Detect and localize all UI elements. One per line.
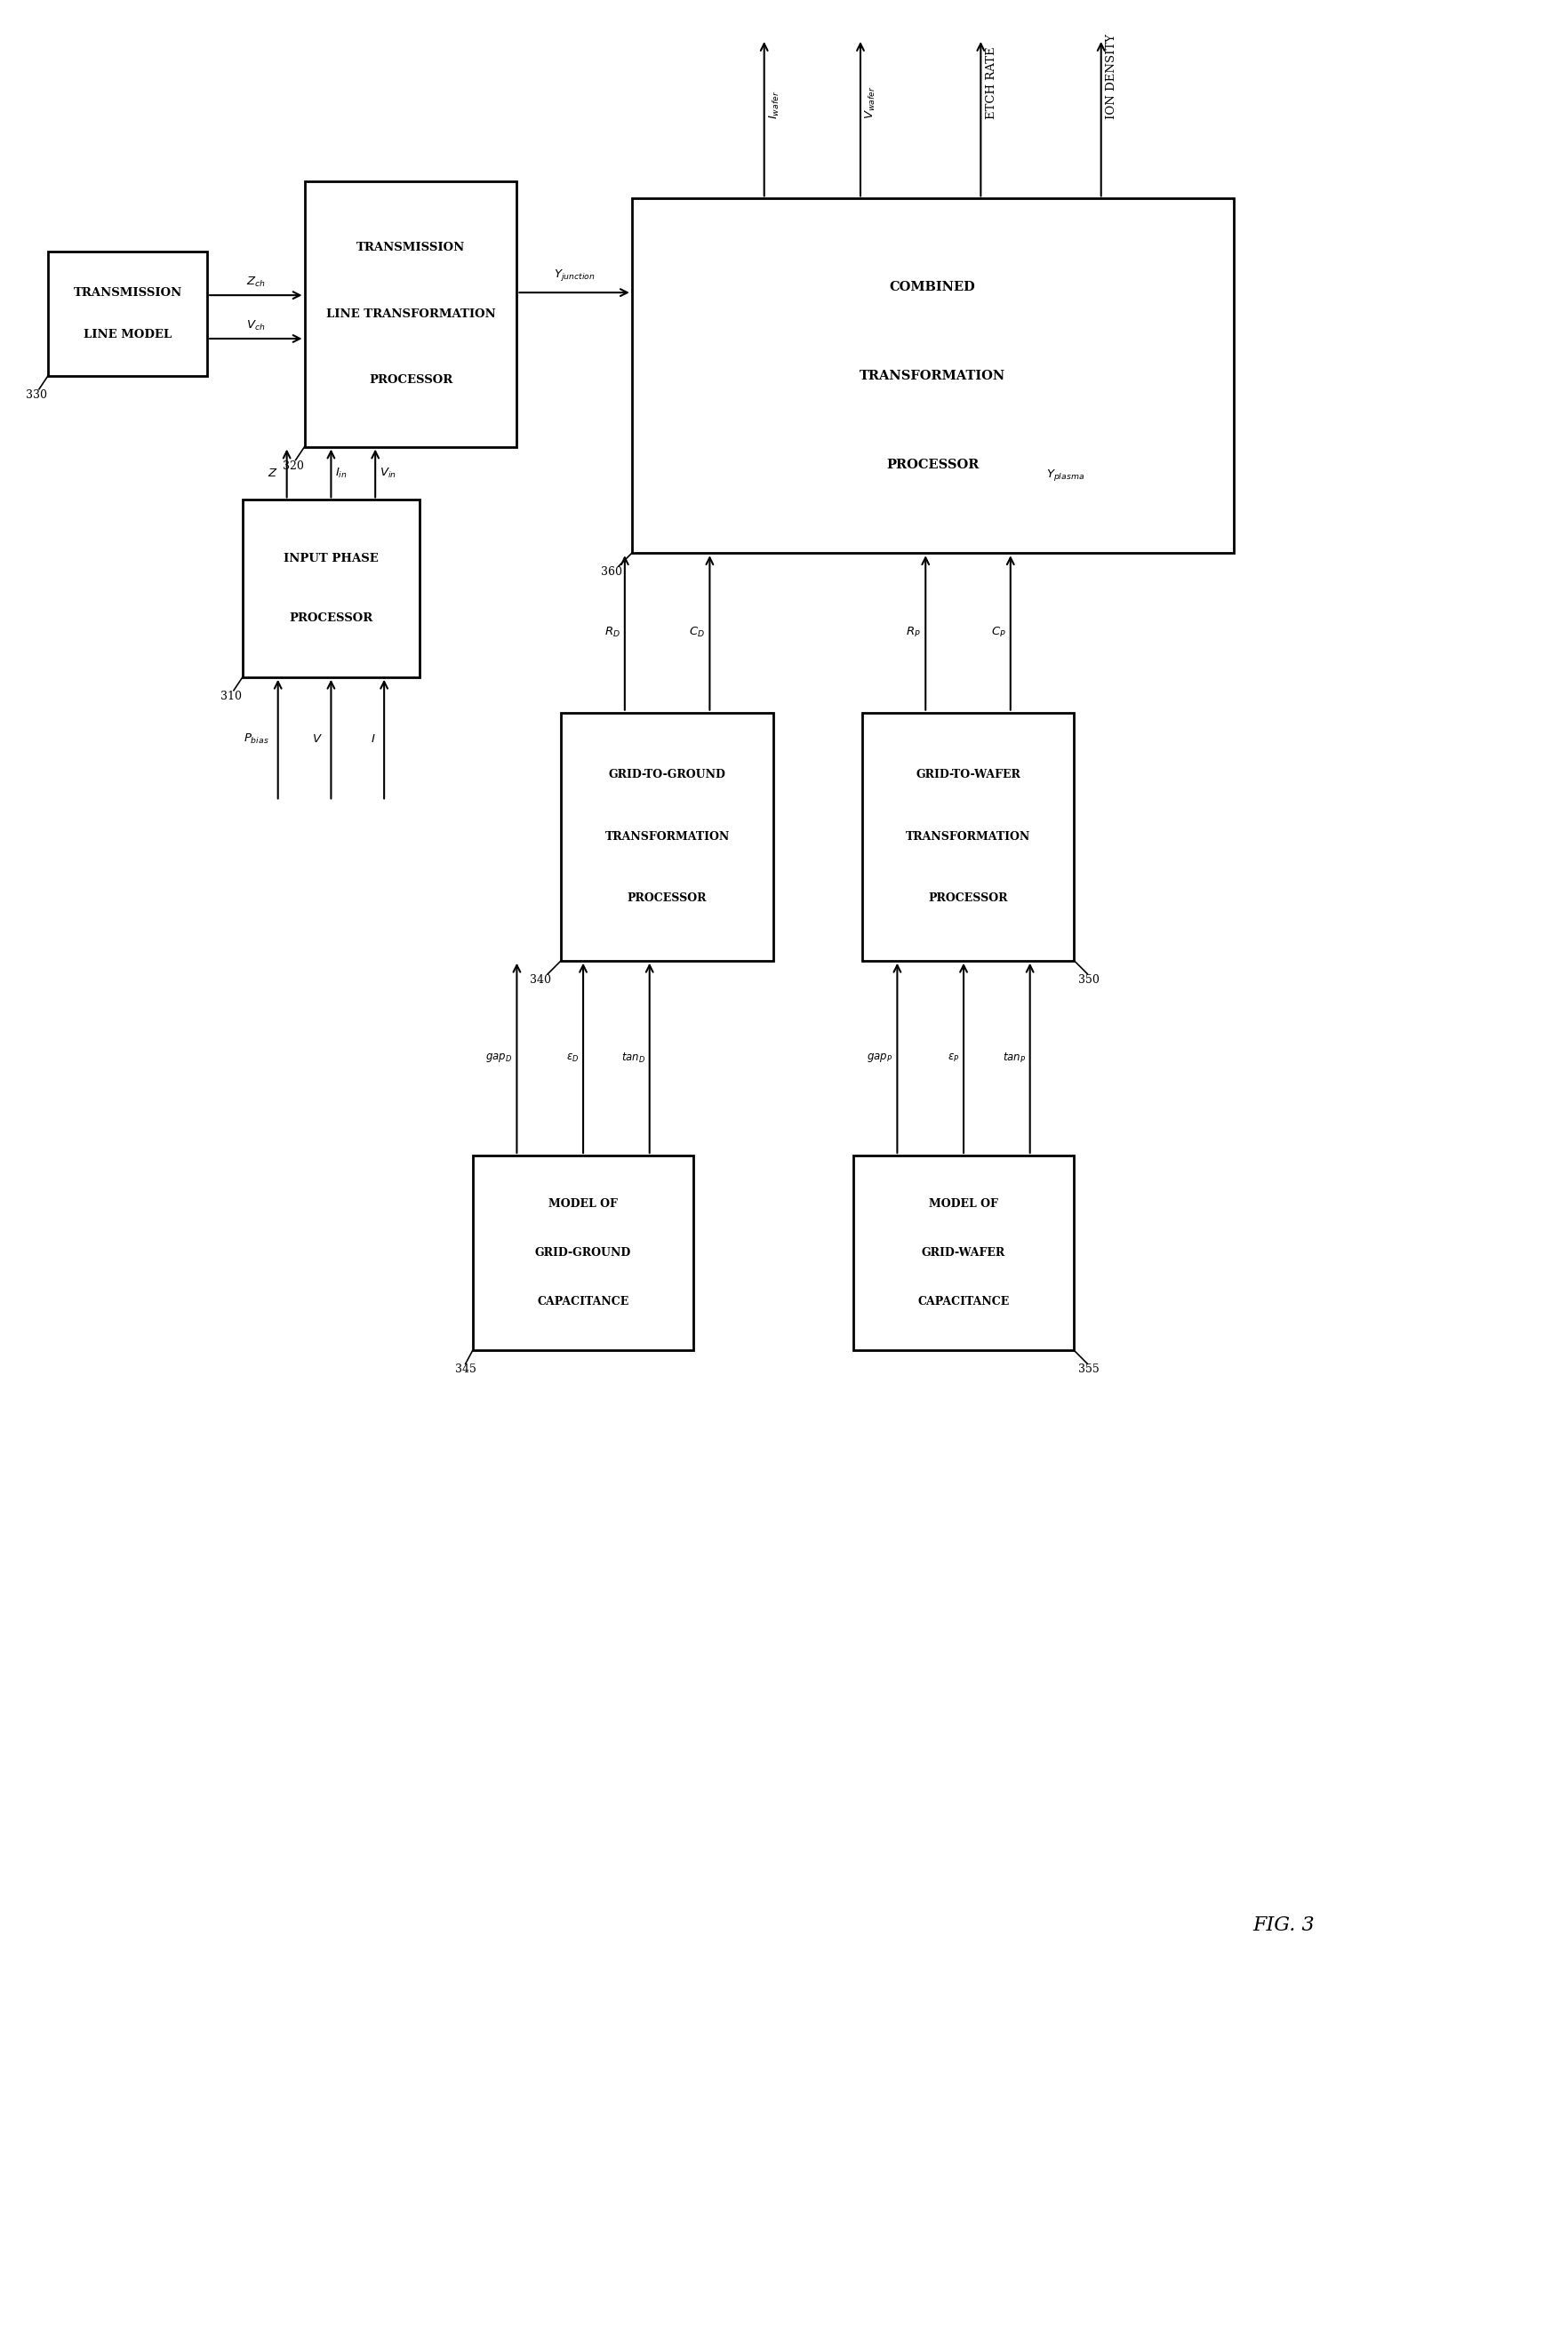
Text: 355: 355 xyxy=(1079,1364,1099,1375)
Text: $Z$: $Z$ xyxy=(268,468,278,480)
Text: $C_P$: $C_P$ xyxy=(991,625,1007,639)
Text: 345: 345 xyxy=(455,1364,477,1375)
Text: PROCESSOR: PROCESSOR xyxy=(886,458,978,470)
Bar xyxy=(853,1157,1074,1349)
Text: $Z_{ch}$: $Z_{ch}$ xyxy=(246,275,265,289)
Text: PROCESSOR: PROCESSOR xyxy=(627,893,707,905)
Bar xyxy=(49,252,207,376)
Text: TRANSFORMATION: TRANSFORMATION xyxy=(605,830,729,842)
Text: $I_{in}$: $I_{in}$ xyxy=(336,465,348,480)
Text: $gap_D$: $gap_D$ xyxy=(486,1051,513,1065)
Text: ION DENSITY: ION DENSITY xyxy=(1105,33,1118,120)
Text: GRID-GROUND: GRID-GROUND xyxy=(535,1248,632,1258)
Text: 330: 330 xyxy=(25,390,47,400)
Text: TRANSMISSION: TRANSMISSION xyxy=(356,242,466,254)
Text: $\epsilon_P$: $\epsilon_P$ xyxy=(947,1053,960,1065)
Text: COMBINED: COMBINED xyxy=(889,282,975,294)
Text: $V_{ch}$: $V_{ch}$ xyxy=(246,320,265,331)
Text: TRANSMISSION: TRANSMISSION xyxy=(74,287,182,299)
Text: $V$: $V$ xyxy=(312,734,321,745)
Text: MODEL OF: MODEL OF xyxy=(549,1199,618,1211)
Text: TRANSFORMATION: TRANSFORMATION xyxy=(859,369,1005,383)
Text: $V_{in}$: $V_{in}$ xyxy=(379,465,397,480)
Text: $Y_{junction}$: $Y_{junction}$ xyxy=(554,268,596,282)
Text: MODEL OF: MODEL OF xyxy=(928,1199,999,1211)
Text: $gap_P$: $gap_P$ xyxy=(867,1051,892,1065)
Text: INPUT PHASE: INPUT PHASE xyxy=(284,552,378,564)
Bar xyxy=(243,501,420,677)
Text: TRANSFORMATION: TRANSFORMATION xyxy=(906,830,1030,842)
Text: FIG. 3: FIG. 3 xyxy=(1253,1916,1314,1935)
Text: GRID-TO-WAFER: GRID-TO-WAFER xyxy=(916,769,1021,781)
Text: GRID-TO-GROUND: GRID-TO-GROUND xyxy=(608,769,726,781)
Text: 320: 320 xyxy=(282,461,304,473)
Text: PROCESSOR: PROCESSOR xyxy=(928,893,1008,905)
Text: CAPACITANCE: CAPACITANCE xyxy=(538,1295,629,1307)
Text: $tan_D$: $tan_D$ xyxy=(621,1051,644,1065)
Bar xyxy=(632,197,1234,552)
Text: PROCESSOR: PROCESSOR xyxy=(289,611,373,623)
Text: PROCESSOR: PROCESSOR xyxy=(368,374,453,386)
Text: ETCH RATE: ETCH RATE xyxy=(986,47,997,120)
Text: $tan_P$: $tan_P$ xyxy=(1002,1051,1025,1065)
Text: $I_{wafer}$: $I_{wafer}$ xyxy=(768,89,781,120)
Bar xyxy=(862,712,1074,962)
Bar xyxy=(472,1157,693,1349)
Text: 340: 340 xyxy=(530,973,552,985)
Text: LINE MODEL: LINE MODEL xyxy=(83,329,171,341)
Text: 350: 350 xyxy=(1079,973,1099,985)
Bar xyxy=(561,712,773,962)
Text: LINE TRANSFORMATION: LINE TRANSFORMATION xyxy=(326,308,495,320)
Bar xyxy=(304,181,517,447)
Text: 310: 310 xyxy=(221,691,241,703)
Text: $V_{wafer}$: $V_{wafer}$ xyxy=(864,85,878,120)
Text: 360: 360 xyxy=(601,567,622,578)
Text: $R_P$: $R_P$ xyxy=(906,625,920,639)
Text: CAPACITANCE: CAPACITANCE xyxy=(917,1295,1010,1307)
Text: $Y_{plasma}$: $Y_{plasma}$ xyxy=(1046,468,1083,482)
Text: $C_D$: $C_D$ xyxy=(690,625,706,639)
Text: $\epsilon_D$: $\epsilon_D$ xyxy=(566,1053,579,1065)
Text: $R_D$: $R_D$ xyxy=(604,625,621,639)
Text: GRID-WAFER: GRID-WAFER xyxy=(922,1248,1005,1258)
Text: $I$: $I$ xyxy=(370,734,375,745)
Text: $P_{bias}$: $P_{bias}$ xyxy=(243,734,270,745)
